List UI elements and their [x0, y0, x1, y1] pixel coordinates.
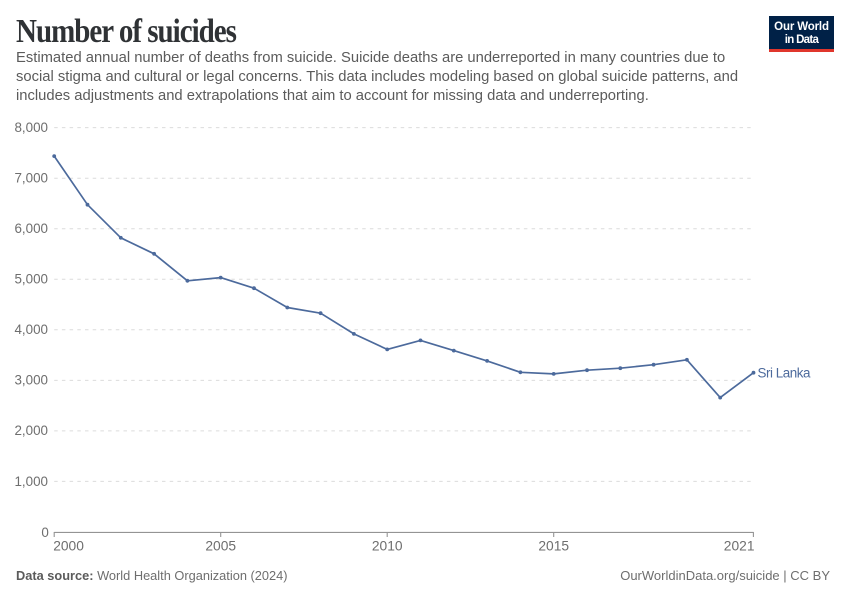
- svg-text:3,000: 3,000: [14, 373, 48, 388]
- svg-text:4,000: 4,000: [14, 322, 48, 337]
- svg-text:0: 0: [41, 525, 48, 540]
- svg-text:2021: 2021: [724, 539, 755, 554]
- svg-text:Sri Lanka: Sri Lanka: [758, 366, 812, 381]
- svg-text:2010: 2010: [372, 539, 403, 554]
- svg-text:2,000: 2,000: [14, 423, 48, 438]
- svg-text:7,000: 7,000: [14, 171, 48, 186]
- svg-text:5,000: 5,000: [14, 272, 48, 287]
- svg-text:2005: 2005: [205, 539, 236, 554]
- svg-text:1,000: 1,000: [14, 474, 48, 489]
- svg-text:8,000: 8,000: [14, 120, 48, 135]
- svg-text:6,000: 6,000: [14, 221, 48, 236]
- svg-text:2015: 2015: [538, 539, 569, 554]
- svg-text:2000: 2000: [53, 539, 84, 554]
